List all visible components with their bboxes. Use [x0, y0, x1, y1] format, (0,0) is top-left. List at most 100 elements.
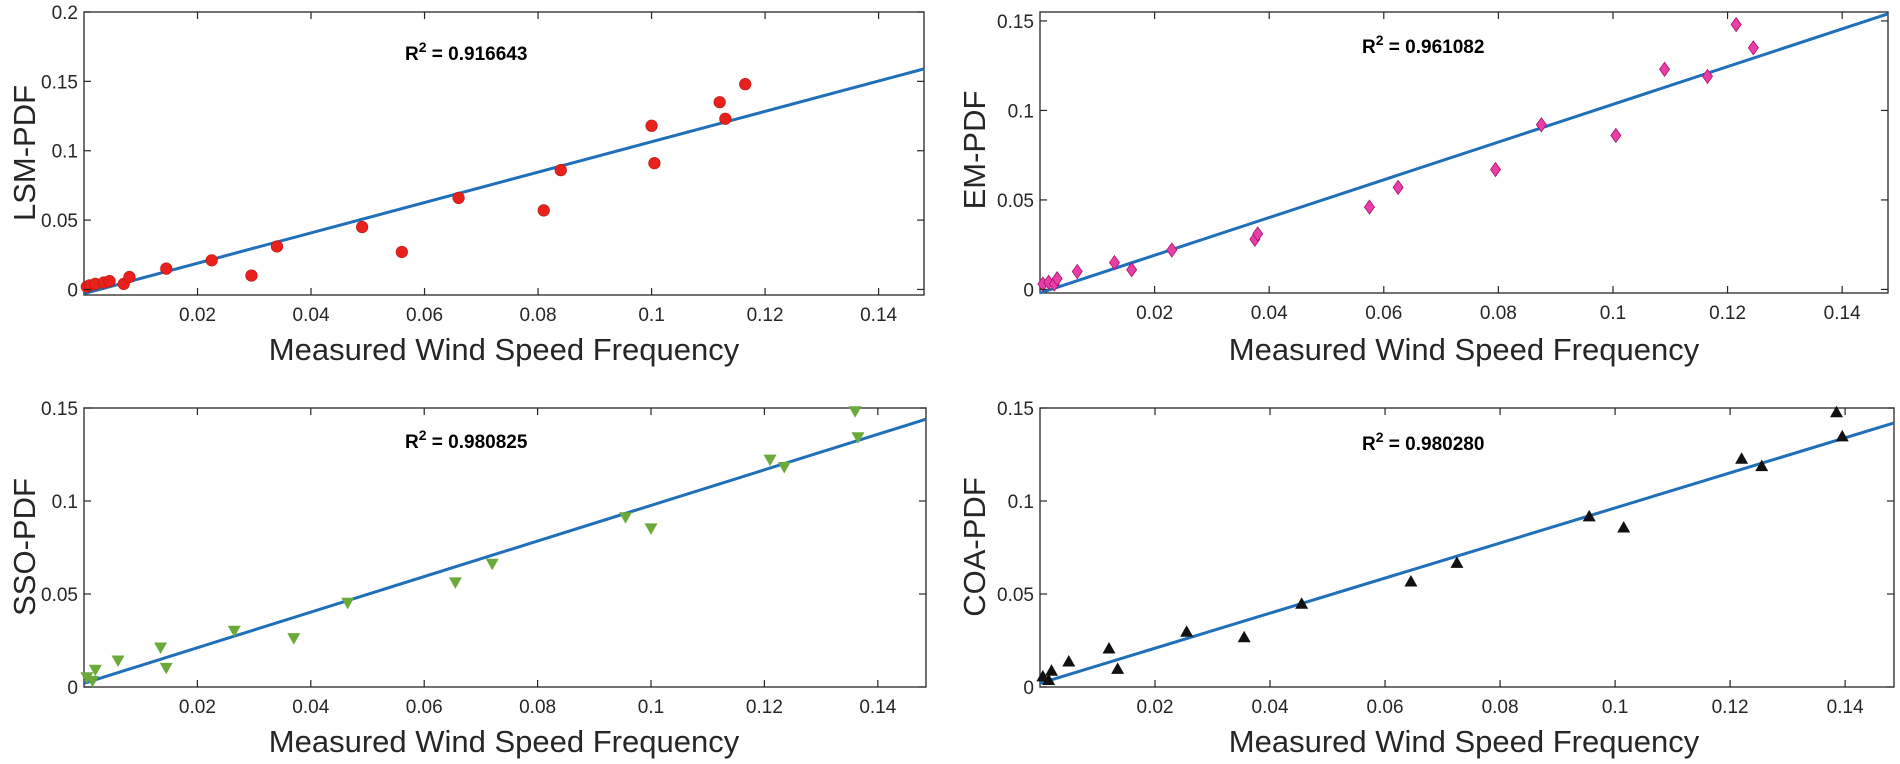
coa-x-tick-label: 0.02 [1137, 697, 1174, 718]
em-x-tick-label: 0.08 [1480, 303, 1517, 324]
lsm-axes-box [83, 11, 925, 296]
em-data-point [1490, 161, 1502, 178]
sso-x-tick-label: 0.12 [746, 697, 783, 718]
lsm-y-axis-title: LSM-PDF [7, 85, 42, 221]
lsm-x-tick-label: 0.06 [406, 305, 443, 326]
lsm-y-tick-label: 0.15 [41, 72, 78, 93]
sso-data-point [448, 577, 462, 589]
coa-data-point [1617, 521, 1631, 533]
coa-x-tick-label: 0.12 [1712, 697, 1749, 718]
sso-data-point [287, 633, 301, 645]
em-panel: 0.02 0.04 0.06 0.08 0.1 0.12 0.1400.050.10.15 … [957, 11, 1889, 367]
em-x-tick-label: 0.1 [1600, 303, 1626, 324]
coa-fit-line [1039, 421, 1895, 685]
em-data-point [1363, 199, 1375, 215]
sso-data-point [341, 597, 355, 610]
coa-data-point [1582, 509, 1596, 522]
sso-r2-annotation: R2 = 0.980825 [405, 427, 528, 453]
sso-data-point [80, 672, 94, 684]
coa-x-axis-title: Measured Wind Speed Frequency [1229, 724, 1700, 759]
lsm-data-point [452, 191, 465, 204]
lsm-data-point [245, 269, 258, 282]
lsm-y-tick-label: 0.2 [52, 3, 78, 24]
coa-panel: 0.02 0.04 0.06 0.08 0.1 0.12 0.1400.050.10.15 … [957, 399, 1895, 759]
sso-x-tick-label: 0.08 [519, 697, 556, 718]
lsm-x-tick-label: 0.12 [747, 305, 784, 326]
lsm-data-point [160, 262, 173, 275]
em-y-tick-label: 0.1 [1008, 101, 1034, 122]
lsm-data-point [537, 204, 550, 217]
coa-data-point [1735, 452, 1749, 464]
sso-data-point [227, 625, 241, 638]
sso-data-point [111, 655, 125, 667]
em-x-tick-label: 0.06 [1365, 303, 1402, 324]
coa-x-tick-label: 0.14 [1827, 697, 1864, 718]
sso-data-point [88, 664, 102, 677]
coa-data-point [1045, 664, 1059, 676]
sso-data-point [618, 512, 632, 524]
em-y-tick-label: 0.05 [997, 191, 1034, 212]
sso-fit-line [83, 417, 927, 685]
coa-data-point [1237, 630, 1251, 643]
sso-data-point [86, 675, 100, 688]
em-x-tick-label: 0.14 [1824, 303, 1861, 324]
coa-data-point [1829, 405, 1843, 418]
coa-data-point [1180, 625, 1194, 637]
lsm-x-tick-label: 0.14 [860, 305, 897, 326]
sso-data-point [777, 462, 791, 474]
coa-axes-box [1039, 407, 1895, 688]
lsm-x-tick-label: 0.1 [638, 305, 664, 326]
sso-data-point [485, 558, 499, 571]
em-data-point [1392, 179, 1404, 196]
em-data-point [1747, 40, 1759, 56]
coa-y-tick-label: 0 [1023, 678, 1034, 699]
lsm-data-point [739, 78, 752, 91]
lsm-data-point [356, 220, 369, 234]
lsm-data-point [123, 270, 136, 284]
em-data-point [1702, 68, 1714, 85]
sso-data-point [154, 642, 168, 654]
lsm-y-tick-label: 0.05 [41, 211, 78, 232]
sso-y-axis-title: SSO-PDF [7, 478, 42, 616]
sso-x-tick-label: 0.14 [859, 697, 896, 718]
em-axes-box [1039, 11, 1889, 294]
coa-x-tick-label: 0.06 [1367, 697, 1404, 718]
lsm-x-tick-label: 0.04 [293, 305, 330, 326]
sso-data-point [644, 523, 658, 535]
em-x-tick-label: 0.04 [1251, 303, 1288, 324]
coa-data-point [1404, 574, 1418, 587]
lsm-x-tick-label: 0.08 [520, 305, 557, 326]
coa-data-point [1835, 429, 1849, 442]
sso-x-tick-label: 0.1 [638, 697, 664, 718]
coa-data-point [1295, 597, 1309, 609]
em-data-point [1051, 270, 1063, 287]
coa-x-tick-label: 0.1 [1602, 697, 1628, 718]
em-data-point [1730, 16, 1742, 33]
em-fit-line [1039, 12, 1889, 295]
em-r2-annotation: R2 = 0.961082 [1362, 32, 1484, 58]
sso-panel: 0.02 0.04 0.06 0.08 0.1 0.12 0.1400.050.10.15 … [7, 399, 927, 759]
em-data-point [1166, 242, 1178, 258]
coa-data-point [1450, 556, 1464, 568]
em-x-tick-label: 0.12 [1709, 303, 1746, 324]
coa-data-point [1111, 662, 1125, 674]
sso-x-tick-label: 0.04 [292, 697, 329, 718]
em-y-tick-label: 0 [1023, 280, 1034, 301]
coa-data-point [1062, 654, 1076, 667]
lsm-panel: 0.02 0.04 0.06 0.08 0.1 0.12 0.14 0 0.05 0.1 0.15 0… [7, 3, 925, 367]
lsm-data-point [648, 157, 661, 170]
lsm-fit-line [83, 67, 925, 296]
lsm-data-point [395, 245, 408, 259]
em-data-point [1071, 263, 1083, 280]
sso-x-tick-label: 0.02 [179, 697, 216, 718]
lsm-data-point [713, 96, 726, 109]
lsm-r2-annotation: R2 = 0.916643 [405, 39, 527, 65]
lsm-x-tick-label: 0.02 [179, 305, 216, 326]
em-y-tick-label: 0.15 [997, 12, 1034, 33]
coa-data-point [1102, 641, 1116, 654]
sso-data-point [848, 406, 862, 418]
coa-y-tick-label: 0.05 [997, 585, 1034, 606]
coa-data-point [1755, 459, 1769, 472]
lsm-data-point [103, 275, 116, 288]
em-data-point [1610, 127, 1622, 144]
